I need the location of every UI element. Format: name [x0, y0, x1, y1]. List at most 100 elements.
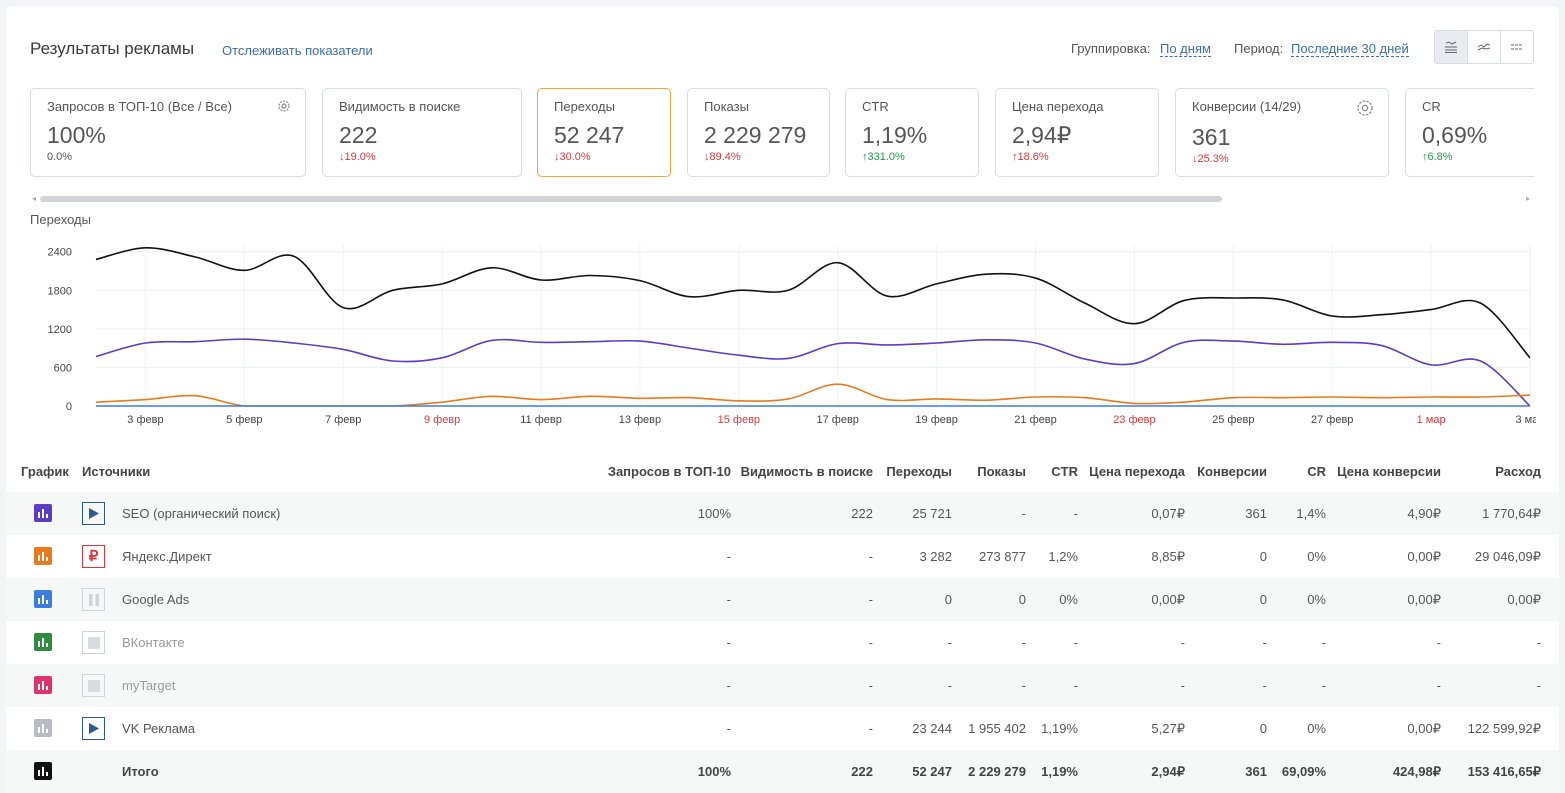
- metric-value: 222: [339, 122, 378, 148]
- header-conversions[interactable]: Конверсии: [1197, 464, 1267, 479]
- chart-toggle-icon[interactable]: [34, 762, 52, 780]
- cell-visibility: -: [868, 678, 873, 693]
- cell-visibility: 222: [851, 764, 873, 779]
- source-name[interactable]: VK Реклама: [122, 721, 196, 736]
- cell-clicks: 25 721: [912, 506, 952, 521]
- grouping-select[interactable]: По дням: [1160, 41, 1211, 57]
- metric-delta: ↑18.6%: [1012, 151, 1049, 163]
- chart-toggle-icon[interactable]: [34, 676, 52, 694]
- play-icon[interactable]: [82, 502, 105, 525]
- chart-toggle-icon[interactable]: [34, 504, 52, 522]
- cell-cpc: 2,94₽: [1151, 764, 1185, 779]
- ruble-icon[interactable]: ₽: [82, 545, 105, 568]
- scrollbar-thumb[interactable]: [40, 196, 1222, 202]
- view-table-button[interactable]: [1501, 31, 1533, 63]
- header-cpc[interactable]: Цена перехода: [1089, 464, 1185, 479]
- x-tick-label: 1 мар: [1417, 414, 1446, 426]
- cell-spend: 1 770,64₽: [1482, 506, 1541, 521]
- gear-icon[interactable]: [1356, 99, 1374, 117]
- cell-visibility: 222: [851, 506, 873, 521]
- source-name[interactable]: Google Ads: [122, 592, 190, 607]
- source-name[interactable]: Яндекс.Директ: [122, 549, 212, 564]
- metric-card-clicks[interactable]: Переходы 52 247 ↓30.0%: [537, 88, 671, 177]
- cell-ctr: 1,19%: [1041, 764, 1078, 779]
- pause-icon[interactable]: [82, 588, 105, 611]
- cell-spend: -: [1536, 678, 1541, 693]
- track-metrics-link[interactable]: Отслеживать показатели: [222, 43, 373, 58]
- metric-card-ctr[interactable]: CTR 1,19% ↑331.0%: [845, 88, 979, 177]
- cell-conversions: 361: [1245, 764, 1267, 779]
- cell-cpc: -: [1180, 678, 1185, 693]
- header-impressions[interactable]: Показы: [977, 464, 1026, 479]
- metric-delta: ↓30.0%: [554, 151, 591, 163]
- cell-visibility: -: [868, 721, 873, 736]
- gear-icon[interactable]: [277, 99, 291, 113]
- cell-conversions: 361: [1245, 506, 1267, 521]
- cell-cpc: 5,27₽: [1151, 721, 1185, 736]
- cell-conversions: 0: [1259, 721, 1267, 736]
- play-icon[interactable]: [82, 717, 105, 740]
- stop-icon[interactable]: [82, 631, 105, 654]
- metric-card-cr[interactable]: CR 0,69% ↑6.8%: [1405, 88, 1534, 177]
- cell-cpa: 0,00₽: [1407, 592, 1441, 607]
- header-visibility[interactable]: Видимость в поиске: [740, 464, 873, 479]
- stop-icon[interactable]: [82, 674, 105, 697]
- chart-toggle-icon[interactable]: [34, 590, 52, 608]
- metric-card-conversions[interactable]: Конверсии (14/29) 361 ↓25.3%: [1175, 88, 1389, 177]
- cell-top10: 100%: [697, 506, 731, 521]
- x-tick-label: 3 февр: [127, 414, 163, 426]
- cell-top10: -: [726, 635, 731, 650]
- cell-clicks: 52 247: [912, 764, 952, 779]
- y-tick-label: 2400: [48, 247, 72, 259]
- x-tick-label: 21 февр: [1014, 414, 1056, 426]
- x-tick-label: 15 февр: [718, 414, 760, 426]
- cell-clicks: 3 282: [919, 549, 952, 564]
- source-name[interactable]: SEO (органический поиск): [122, 506, 281, 521]
- table-chart-icon: [1445, 41, 1457, 53]
- metric-card-impressions[interactable]: Показы 2 229 279 ↓89.4%: [687, 88, 830, 177]
- scroll-left-icon[interactable]: ◂: [32, 194, 37, 203]
- cell-conversions: 0: [1259, 592, 1267, 607]
- header-ctr[interactable]: CTR: [1051, 464, 1078, 479]
- view-chart-button[interactable]: [1468, 31, 1501, 63]
- period-select[interactable]: Последние 30 дней: [1291, 41, 1409, 57]
- cell-cpa: -: [1436, 635, 1441, 650]
- cell-cpc: 0,07₽: [1151, 506, 1185, 521]
- chart-toggle-icon[interactable]: [34, 547, 52, 565]
- metric-value: 0,69%: [1422, 122, 1488, 148]
- metric-card-visibility[interactable]: Видимость в поиске 222 ↓19.0%: [322, 88, 522, 177]
- cell-visibility: -: [868, 549, 873, 564]
- header-cr[interactable]: CR: [1307, 464, 1326, 479]
- cell-impressions: -: [1021, 506, 1026, 521]
- header-top10[interactable]: Запросов в ТОП-10: [607, 464, 731, 479]
- metric-card-top10[interactable]: Запросов в ТОП-10 (Все / Все) 100% 0.0%: [30, 88, 306, 177]
- cell-impressions: 0: [1018, 592, 1026, 607]
- scroll-right-icon[interactable]: ▸: [1526, 194, 1531, 203]
- x-tick-label: 23 февр: [1113, 414, 1155, 426]
- chart-toggle-icon[interactable]: [34, 719, 52, 737]
- source-name[interactable]: myTarget: [122, 678, 176, 693]
- cell-top10: -: [726, 678, 731, 693]
- metric-value: 2,94₽: [1012, 122, 1072, 148]
- chart-toggle-icon[interactable]: [34, 633, 52, 651]
- table-row: myTarget - - - - - - - - - -: [6, 664, 1559, 707]
- cell-top10: -: [726, 549, 731, 564]
- view-mode-switch: [1434, 30, 1534, 64]
- cell-cr: -: [1321, 635, 1326, 650]
- metric-delta: ↓25.3%: [1192, 153, 1229, 165]
- header-clicks[interactable]: Переходы: [886, 464, 952, 479]
- metric-card-cpc[interactable]: Цена перехода 2,94₽ ↑18.6%: [995, 88, 1159, 177]
- header-spend[interactable]: Расход: [1495, 464, 1541, 479]
- cards-scrollbar[interactable]: ◂ ▸: [30, 194, 1534, 203]
- view-table-chart-button[interactable]: [1435, 31, 1468, 63]
- cell-cr: -: [1321, 678, 1326, 693]
- cell-conversions: 0: [1259, 549, 1267, 564]
- x-tick-label: 3 мар: [1516, 414, 1536, 426]
- metric-title: Конверсии (14/29): [1192, 99, 1302, 114]
- metric-cards: Запросов в ТОП-10 (Все / Все) 100% 0.0% …: [30, 88, 1534, 178]
- source-name[interactable]: ВКонтакте: [122, 635, 185, 650]
- table-row: SEO (органический поиск) 100% 222 25 721 - - 0…: [6, 492, 1559, 535]
- cell-spend: 0,00₽: [1507, 592, 1541, 607]
- header-cpa[interactable]: Цена конверсии: [1337, 464, 1441, 479]
- source-name: Итого: [122, 764, 159, 779]
